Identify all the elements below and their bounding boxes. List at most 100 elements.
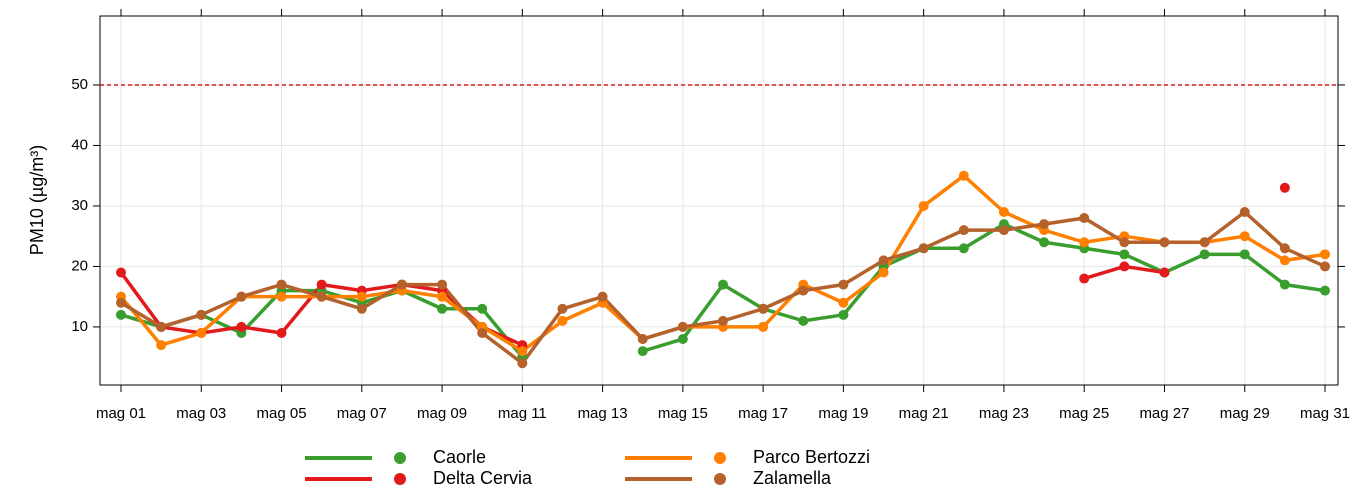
y-tick-label: 50 xyxy=(71,76,88,93)
legend-marker xyxy=(394,473,406,485)
data-point xyxy=(316,279,327,290)
data-point xyxy=(196,327,207,338)
data-point xyxy=(1079,213,1090,224)
y-tick-label: 30 xyxy=(71,197,88,214)
data-point xyxy=(958,243,969,254)
data-point xyxy=(1119,249,1130,260)
x-tick-label: mag 09 xyxy=(417,405,467,422)
data-point xyxy=(998,225,1009,236)
x-tick-label: mag 31 xyxy=(1300,405,1350,422)
data-point xyxy=(718,315,728,326)
legend-marker xyxy=(394,452,406,464)
x-tick-label: mag 29 xyxy=(1220,405,1270,422)
data-point xyxy=(718,279,728,290)
data-point xyxy=(1119,261,1130,272)
y-axis-label: PM10 (µg/m³) xyxy=(27,145,47,255)
data-point xyxy=(437,279,448,290)
y-tick-label: 40 xyxy=(71,136,88,153)
data-point xyxy=(316,291,327,302)
y-tick-label: 20 xyxy=(71,257,88,274)
x-tick-label: mag 01 xyxy=(96,405,146,422)
data-point xyxy=(1279,255,1290,266)
legend-label: Zalamella xyxy=(753,468,832,488)
data-point xyxy=(356,303,367,314)
x-tick-label: mag 17 xyxy=(738,405,788,422)
plot-frame xyxy=(99,15,1339,386)
data-point xyxy=(1159,267,1170,278)
data-point xyxy=(517,346,528,357)
data-point xyxy=(1079,237,1090,248)
data-point xyxy=(196,309,207,320)
data-point xyxy=(798,285,809,296)
data-point xyxy=(276,279,287,290)
data-point xyxy=(477,327,488,338)
data-point xyxy=(396,279,407,290)
x-tick-label: mag 19 xyxy=(818,405,868,422)
data-point xyxy=(958,225,969,236)
data-point xyxy=(1239,249,1250,260)
data-point xyxy=(236,321,247,332)
data-point xyxy=(156,321,167,332)
data-point xyxy=(878,255,889,266)
x-tick-label: mag 05 xyxy=(257,405,307,422)
y-tick-label: 10 xyxy=(71,318,88,335)
data-point xyxy=(1239,206,1250,217)
data-point xyxy=(156,340,167,351)
data-point xyxy=(1119,237,1130,248)
legend-label: Caorle xyxy=(433,447,486,467)
data-point xyxy=(758,303,769,314)
data-point xyxy=(557,303,568,314)
x-tick-label: mag 21 xyxy=(899,405,949,422)
legend-label: Delta Cervia xyxy=(433,468,533,488)
data-point xyxy=(637,334,648,345)
x-tick-label: mag 13 xyxy=(578,405,628,422)
data-point xyxy=(437,291,448,302)
x-tick-label: mag 15 xyxy=(658,405,708,422)
data-point xyxy=(1320,249,1330,260)
data-point xyxy=(1320,285,1330,296)
data-point xyxy=(918,200,929,211)
x-tick-label: mag 23 xyxy=(979,405,1029,422)
x-tick-label: mag 03 xyxy=(176,405,226,422)
data-point xyxy=(1039,219,1050,230)
data-point xyxy=(276,327,287,338)
data-point xyxy=(758,321,769,332)
data-point xyxy=(838,297,849,308)
data-point xyxy=(356,291,367,302)
data-point xyxy=(878,267,889,278)
data-point xyxy=(958,170,969,181)
x-tick-label: mag 07 xyxy=(337,405,387,422)
data-point xyxy=(116,309,126,320)
data-point xyxy=(838,279,849,290)
data-point xyxy=(477,303,488,314)
data-point xyxy=(557,315,568,326)
x-tick-label: mag 27 xyxy=(1139,405,1189,422)
data-point xyxy=(1279,243,1290,254)
data-point xyxy=(1199,237,1210,248)
data-point xyxy=(1279,279,1290,290)
data-point xyxy=(798,315,809,326)
legend-label: Parco Bertozzi xyxy=(753,447,870,467)
x-tick-label: mag 11 xyxy=(498,405,547,422)
data-point xyxy=(1039,237,1050,248)
legend-marker xyxy=(714,452,726,464)
data-point xyxy=(1279,182,1290,193)
data-point xyxy=(597,291,608,302)
data-point xyxy=(838,309,849,320)
data-point xyxy=(677,334,688,345)
data-point xyxy=(517,358,528,369)
data-point xyxy=(1159,237,1170,248)
data-point xyxy=(1239,231,1250,242)
data-point xyxy=(677,321,688,332)
legend-marker xyxy=(714,473,726,485)
x-tick-label: mag 25 xyxy=(1059,405,1109,422)
data-point xyxy=(637,346,648,357)
data-point xyxy=(1199,249,1210,260)
data-point xyxy=(116,297,126,308)
data-point xyxy=(1079,273,1090,284)
data-point xyxy=(236,291,247,302)
data-point xyxy=(998,206,1009,217)
data-point xyxy=(276,291,287,302)
